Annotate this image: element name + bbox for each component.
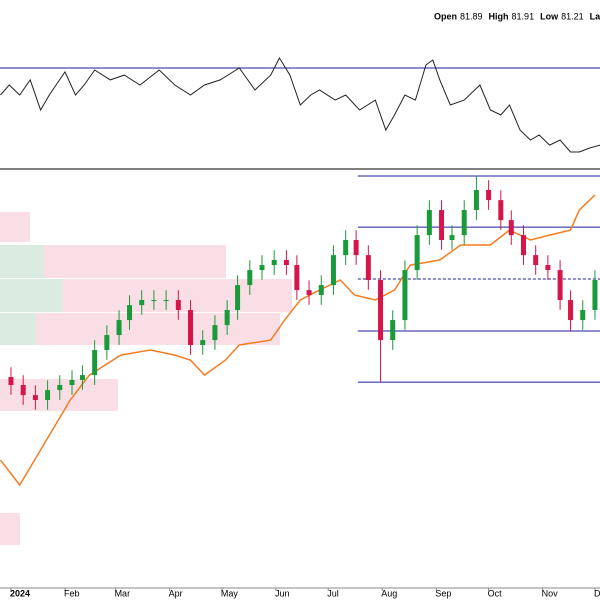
candle-body [390, 320, 396, 341]
candle-body [151, 300, 157, 302]
candle-body [498, 200, 504, 221]
candle-body [69, 379, 75, 386]
candle-body [294, 265, 300, 291]
x-tick-label: Nov [542, 588, 559, 598]
candle-body [461, 210, 467, 236]
candle-body [20, 385, 26, 396]
quote-value: 81.21 [561, 11, 584, 21]
volume-up [0, 245, 44, 279]
x-tick-label: Dec [594, 588, 600, 598]
volume-down [0, 211, 30, 243]
quote-label: Low [540, 11, 559, 21]
candle-body [343, 239, 349, 256]
candle-body [188, 309, 194, 345]
candle-body [318, 285, 324, 296]
candle-body [402, 270, 408, 321]
candle-body [283, 260, 289, 266]
candle-body [592, 280, 598, 310]
x-tick-label: Mar [115, 588, 131, 598]
candle-body [235, 285, 241, 310]
x-tick-label: Oct [488, 588, 503, 598]
candle-body [8, 377, 14, 386]
candle-body [79, 375, 85, 380]
quote-value: 81.89 [460, 11, 483, 21]
candle-body [57, 385, 63, 391]
quote-value: 81.91 [512, 11, 535, 21]
candle-body [414, 235, 420, 271]
x-tick-label: Sep [435, 588, 451, 598]
volume-up [0, 279, 62, 313]
candle-body [32, 395, 38, 400]
candle-body [439, 210, 445, 240]
candle-body [247, 270, 253, 286]
candle-body [426, 210, 432, 236]
candle-body [545, 265, 551, 271]
candle-body [330, 255, 336, 286]
candle-body [533, 255, 539, 266]
candle-body [557, 270, 563, 301]
quote-label: Las [590, 11, 600, 21]
x-tick-label: Feb [64, 588, 80, 598]
candle-body [365, 255, 371, 281]
candle-body [271, 260, 277, 266]
x-tick-label: May [221, 588, 239, 598]
candle-body [306, 290, 312, 296]
candle-body [520, 235, 526, 256]
candle-body [104, 335, 110, 351]
volume-down [0, 379, 118, 412]
candle-body [449, 235, 455, 240]
candle-body [175, 300, 181, 310]
volume-down [0, 512, 20, 546]
x-tick-label: Jul [327, 588, 339, 598]
candle-body [139, 300, 145, 306]
indicator-line [0, 56, 600, 153]
candle-body [259, 265, 265, 271]
candle-body [45, 390, 51, 400]
x-tick-label: 2024 [10, 588, 30, 598]
candle-body [473, 190, 479, 211]
candle-body [127, 305, 133, 321]
volume-down [36, 313, 280, 345]
candle-body [200, 340, 206, 345]
candle-body [486, 190, 492, 201]
candle-body [224, 309, 230, 326]
candle-body [580, 309, 586, 321]
candle-body [92, 350, 98, 376]
quote-label: High [489, 11, 509, 21]
x-tick-label: Jun [275, 588, 290, 598]
volume-up [0, 313, 36, 345]
candle-body [163, 300, 169, 302]
candle-body [116, 320, 122, 336]
candle-body [568, 300, 574, 321]
volume-down [44, 245, 226, 279]
x-tick-label: Apr [169, 588, 183, 598]
candle-body [508, 220, 514, 236]
x-tick-label: Aug [381, 588, 397, 598]
candle-body [378, 280, 384, 341]
candle-body [353, 239, 359, 256]
quote-label: Open [434, 11, 457, 21]
candle-body [212, 325, 218, 341]
